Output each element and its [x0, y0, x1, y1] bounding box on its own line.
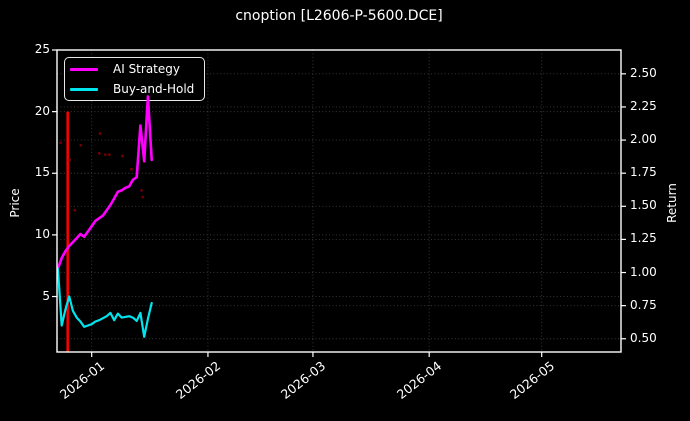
legend-label: Buy-and-Hold — [113, 82, 195, 96]
legend-label: AI Strategy — [113, 62, 180, 76]
signal-dot — [59, 141, 62, 145]
buy-and-hold-line-swatch — [70, 87, 98, 91]
legend-item-buy-and-hold: Buy-and-Hold — [70, 80, 204, 98]
buy-and-hold-line — [56, 267, 153, 338]
signal-dot — [97, 151, 101, 155]
signal-dot — [107, 153, 111, 157]
ai-strategy-line-swatch — [70, 67, 98, 71]
signal-dot — [68, 158, 72, 162]
signal-dot — [98, 132, 102, 135]
chart-title: cnoption [L2606-P-5600.DCE] — [235, 8, 443, 24]
signal-dot — [103, 153, 107, 157]
signal-dot — [141, 195, 145, 199]
legend: AI Strategy Buy-and-Hold — [64, 57, 205, 101]
ai-strategy-line — [56, 95, 153, 270]
signal-dot — [73, 208, 77, 212]
legend-item-ai-strategy: AI Strategy — [70, 60, 204, 78]
signal-dot — [79, 143, 83, 147]
signal-dot — [140, 189, 143, 192]
signal-dot — [130, 167, 133, 171]
signal-dot — [121, 154, 124, 158]
axes-spines — [56, 49, 622, 353]
